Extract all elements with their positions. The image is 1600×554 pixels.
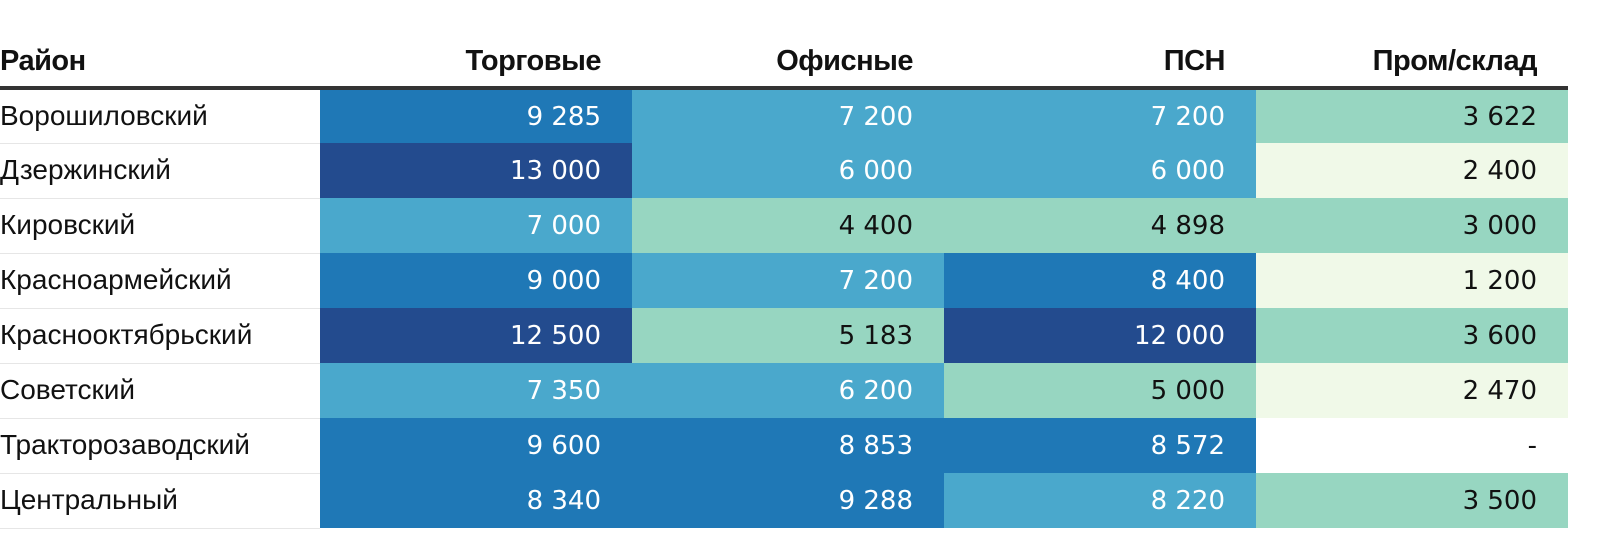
heatmap-cell: 7 350 <box>320 363 632 418</box>
heatmap-cell: 9 288 <box>632 473 944 528</box>
heatmap-cell: 6 200 <box>632 363 944 418</box>
table-body: Ворошиловский 9 285 7 200 7 200 3 622 Дзержин… <box>0 88 1568 529</box>
heatmap-cell: 8 340 <box>320 473 632 528</box>
district-name: Дзержинский <box>0 143 320 199</box>
district-name: Тракторозаводский <box>0 418 320 474</box>
column-header-industrial: Пром/склад <box>1256 0 1568 90</box>
table-row: Ворошиловский 9 285 7 200 7 200 3 622 <box>0 88 1568 144</box>
heatmap-cell: 5 000 <box>944 363 1256 418</box>
price-heatmap-table: Район Торговые Офисные ПСН Пром/склад Во… <box>0 0 1568 529</box>
heatmap-cell: 2 470 <box>1256 363 1568 418</box>
heatmap-cell: 4 400 <box>632 198 944 253</box>
heatmap-cell: 2 400 <box>1256 143 1568 198</box>
table-row: Советский 7 350 6 200 5 000 2 470 <box>0 363 1568 419</box>
table-row: Дзержинский 13 000 6 000 6 000 2 400 <box>0 143 1568 199</box>
heatmap-cell: 3 000 <box>1256 198 1568 253</box>
price-table-wrapper: Район Торговые Офисные ПСН Пром/склад Во… <box>0 0 1568 529</box>
heatmap-cell: 7 200 <box>632 88 944 143</box>
heatmap-cell: 8 853 <box>632 418 944 473</box>
heatmap-cell: 7 000 <box>320 198 632 253</box>
column-header-psn: ПСН <box>944 0 1256 90</box>
heatmap-cell: 13 000 <box>320 143 632 198</box>
heatmap-cell: 1 200 <box>1256 253 1568 308</box>
heatmap-cell: 3 622 <box>1256 88 1568 143</box>
heatmap-cell: 12 000 <box>944 308 1256 363</box>
header-row: Район Торговые Офисные ПСН Пром/склад <box>0 0 1568 90</box>
heatmap-cell: - <box>1256 418 1568 473</box>
column-header-retail: Торговые <box>320 0 632 90</box>
heatmap-cell: 9 000 <box>320 253 632 308</box>
heatmap-cell: 4 898 <box>944 198 1256 253</box>
table-row: Кировский 7 000 4 400 4 898 3 000 <box>0 198 1568 254</box>
heatmap-cell: 8 572 <box>944 418 1256 473</box>
heatmap-cell: 3 600 <box>1256 308 1568 363</box>
table-row: Центральный 8 340 9 288 8 220 3 500 <box>0 473 1568 529</box>
district-name: Ворошиловский <box>0 88 320 144</box>
district-name: Красноармейский <box>0 253 320 309</box>
heatmap-cell: 9 285 <box>320 88 632 143</box>
table-row: Тракторозаводский 9 600 8 853 8 572- <box>0 418 1568 474</box>
heatmap-cell: 8 400 <box>944 253 1256 308</box>
district-name: Краснооктябрьский <box>0 308 320 364</box>
heatmap-cell: 5 183 <box>632 308 944 363</box>
table-row: Красноармейский 9 000 7 200 8 400 1 200 <box>0 253 1568 309</box>
heatmap-cell: 3 500 <box>1256 473 1568 528</box>
heatmap-cell: 8 220 <box>944 473 1256 528</box>
heatmap-cell: 7 200 <box>944 88 1256 143</box>
heatmap-cell: 12 500 <box>320 308 632 363</box>
district-name: Центральный <box>0 473 320 529</box>
column-header-office: Офисные <box>632 0 944 90</box>
district-name: Кировский <box>0 198 320 254</box>
heatmap-cell: 6 000 <box>944 143 1256 198</box>
heatmap-cell: 6 000 <box>632 143 944 198</box>
heatmap-cell: 9 600 <box>320 418 632 473</box>
column-header-district: Район <box>0 0 320 90</box>
table-row: Краснооктябрьский 12 500 5 183 12 000 3 600 <box>0 308 1568 364</box>
heatmap-cell: 7 200 <box>632 253 944 308</box>
district-name: Советский <box>0 363 320 419</box>
